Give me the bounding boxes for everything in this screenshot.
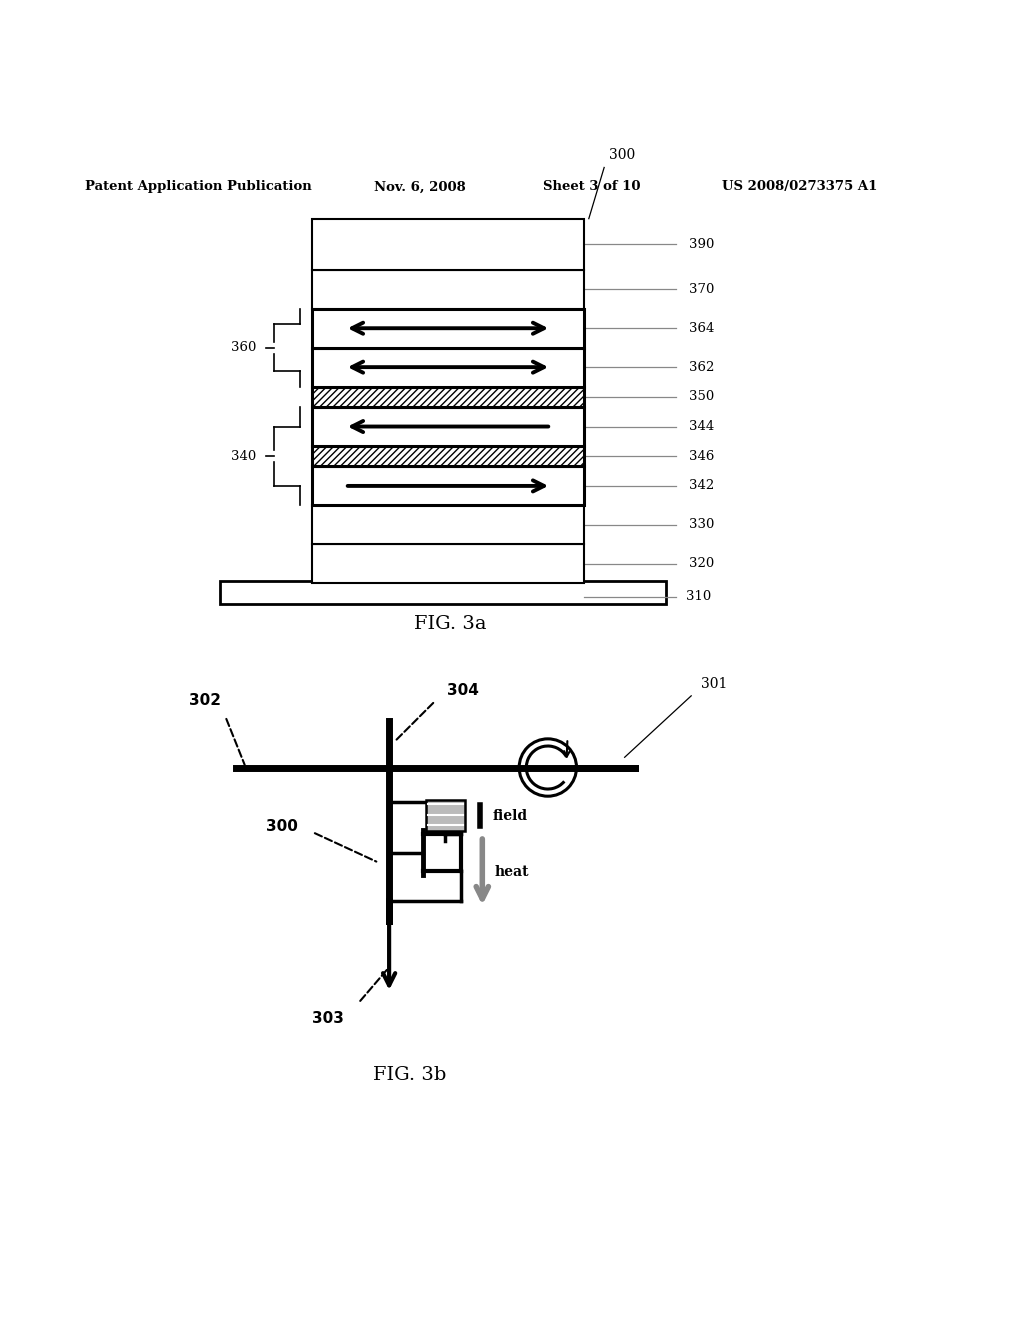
Text: heat: heat bbox=[495, 865, 529, 879]
Text: 346: 346 bbox=[689, 450, 715, 463]
Text: 360: 360 bbox=[230, 341, 256, 354]
Text: 350: 350 bbox=[689, 391, 715, 404]
Bar bbox=[312, 544, 584, 583]
Text: US 2008/0273375 A1: US 2008/0273375 A1 bbox=[722, 181, 878, 194]
Text: 340: 340 bbox=[230, 450, 256, 463]
Text: 370: 370 bbox=[689, 282, 715, 296]
Text: field: field bbox=[493, 809, 527, 822]
Text: FIG. 3a: FIG. 3a bbox=[415, 615, 486, 634]
Text: FIG. 3b: FIG. 3b bbox=[373, 1065, 446, 1084]
Text: 320: 320 bbox=[689, 557, 715, 570]
Text: 303: 303 bbox=[312, 1011, 344, 1026]
Text: 300: 300 bbox=[609, 148, 636, 162]
Text: 310: 310 bbox=[686, 590, 712, 603]
Text: 390: 390 bbox=[689, 238, 715, 251]
Text: 342: 342 bbox=[689, 479, 715, 492]
Text: 300: 300 bbox=[266, 820, 298, 834]
Text: Sheet 3 of 10: Sheet 3 of 10 bbox=[543, 181, 640, 194]
Text: 304: 304 bbox=[447, 684, 479, 698]
Bar bbox=[312, 446, 584, 466]
Bar bbox=[426, 800, 465, 832]
Text: 344: 344 bbox=[689, 420, 715, 433]
Bar bbox=[312, 269, 584, 309]
Bar bbox=[312, 309, 584, 347]
Text: 330: 330 bbox=[689, 519, 715, 532]
Text: 364: 364 bbox=[689, 322, 715, 335]
Bar bbox=[312, 407, 584, 446]
Text: 302: 302 bbox=[189, 693, 221, 709]
Bar bbox=[312, 466, 584, 506]
Text: 301: 301 bbox=[701, 677, 728, 690]
Text: 362: 362 bbox=[689, 360, 715, 374]
Bar bbox=[312, 219, 584, 269]
Text: Nov. 6, 2008: Nov. 6, 2008 bbox=[374, 181, 466, 194]
Text: Patent Application Publication: Patent Application Publication bbox=[85, 181, 311, 194]
Bar bbox=[312, 506, 584, 544]
Bar bbox=[312, 347, 584, 387]
Bar bbox=[220, 581, 666, 603]
Bar bbox=[312, 387, 584, 407]
